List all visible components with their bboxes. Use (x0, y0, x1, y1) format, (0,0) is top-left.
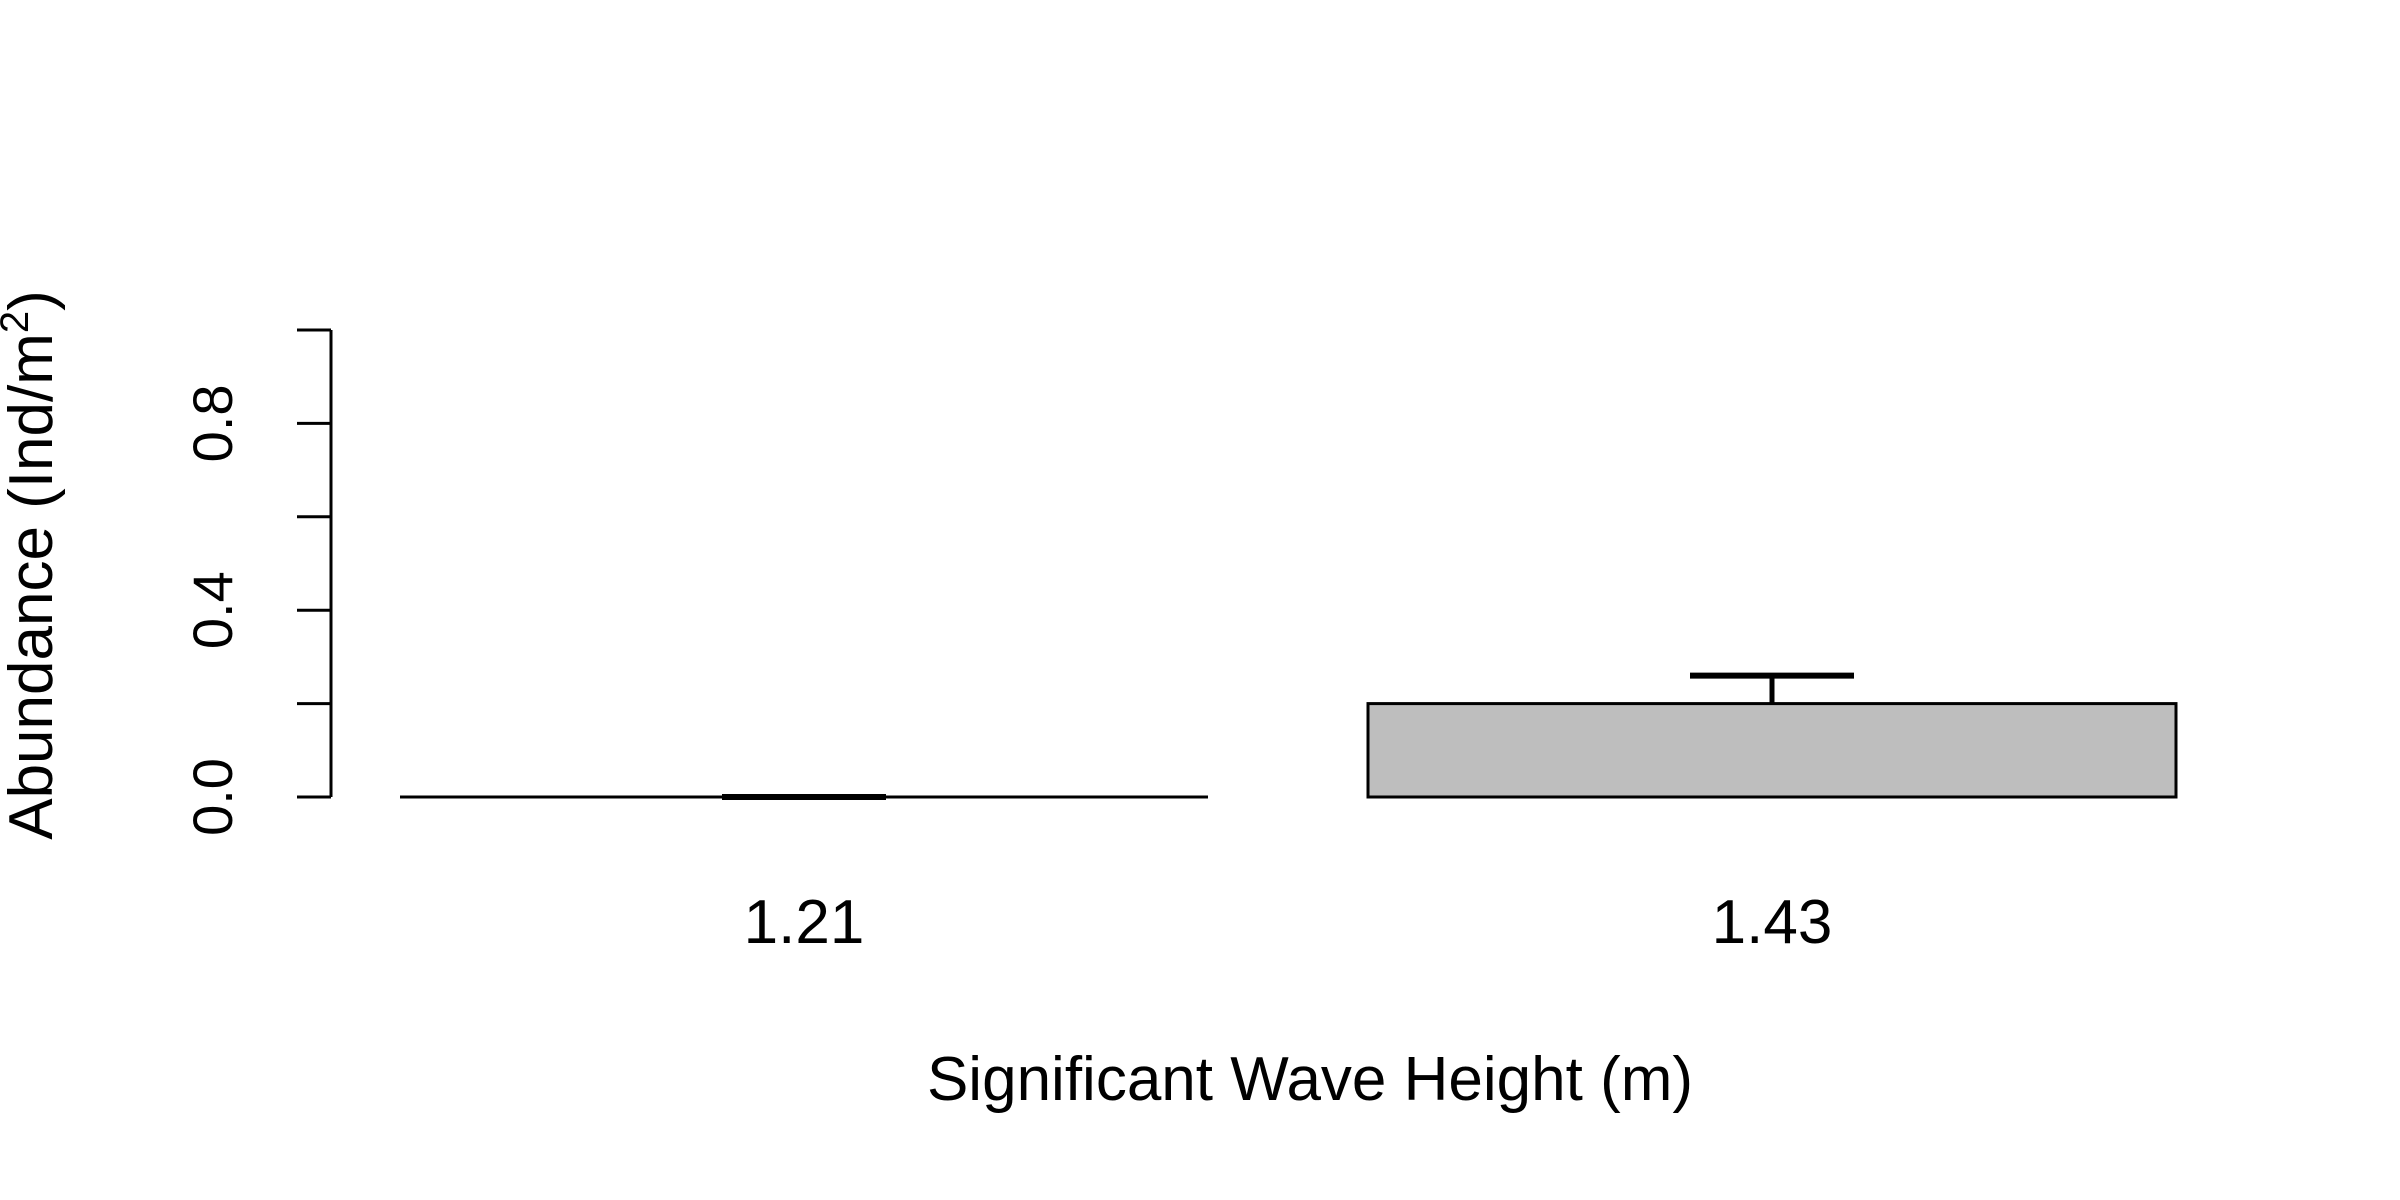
y-tick-label: 0.8 (181, 384, 244, 462)
x-category-labels: 1.21 1.43 (744, 888, 1833, 957)
x-axis-title: Significant Wave Height (m) (927, 1045, 1693, 1114)
y-axis-title-main: Abundance (Ind/m (0, 333, 66, 840)
bars (400, 672, 2178, 800)
y-tick-label: 0.4 (181, 571, 244, 649)
y-axis-title-close: ) (0, 290, 66, 311)
y-axis: 0.0 0.4 0.8 (181, 328, 333, 836)
y-axis-title-superscript: 2 (0, 311, 37, 333)
x-category-label: 1.43 (1712, 888, 1833, 957)
x-category-label: 1.21 (744, 888, 865, 957)
bar (1366, 702, 2178, 799)
y-tick-label: 0.0 (181, 758, 244, 836)
y-axis-title: Abundance (Ind/m2) (0, 290, 66, 840)
